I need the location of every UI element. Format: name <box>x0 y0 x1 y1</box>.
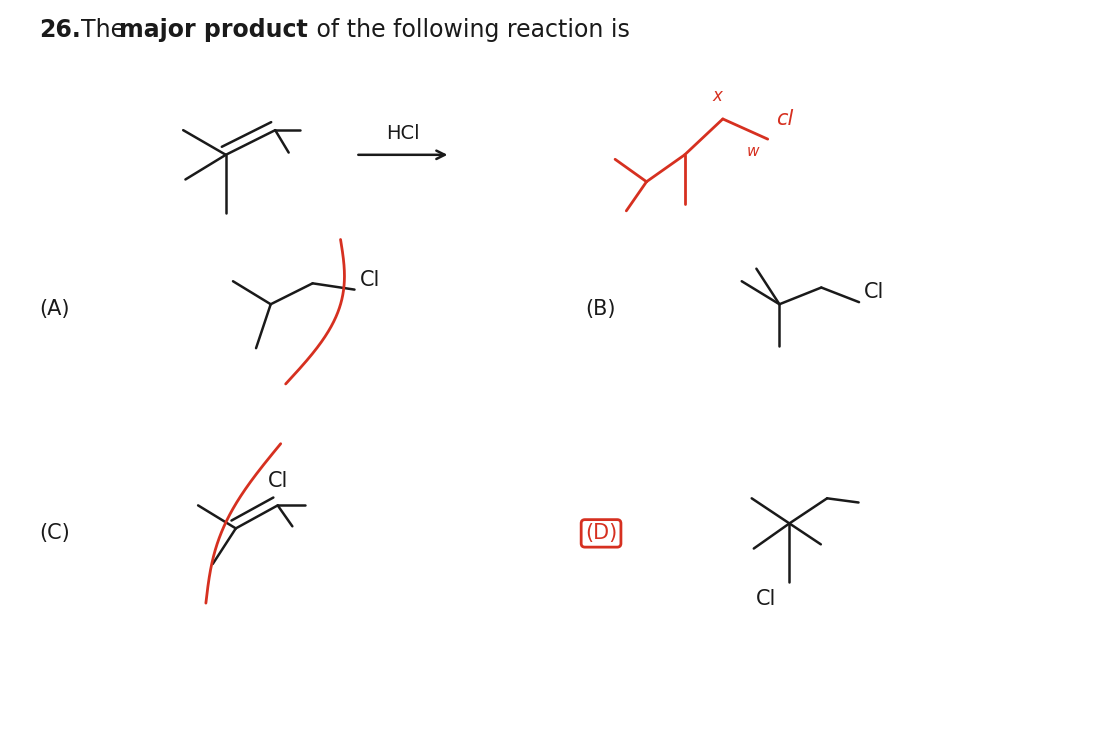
Text: Cl: Cl <box>756 589 777 609</box>
Text: 26.: 26. <box>40 18 81 42</box>
Text: The: The <box>81 18 133 42</box>
Text: HCl: HCl <box>386 124 420 143</box>
Text: w: w <box>747 144 759 159</box>
Text: (A): (A) <box>40 299 70 319</box>
Text: Cl: Cl <box>267 471 288 491</box>
Text: Cl: Cl <box>864 282 884 302</box>
Text: (C): (C) <box>40 523 70 543</box>
Text: (D): (D) <box>585 523 618 543</box>
Text: Cl: Cl <box>359 270 380 290</box>
Text: x: x <box>713 87 723 105</box>
Text: major product: major product <box>119 18 308 42</box>
Text: cl: cl <box>776 109 793 129</box>
Text: (B): (B) <box>585 299 615 319</box>
Text: of the following reaction is: of the following reaction is <box>308 18 630 42</box>
